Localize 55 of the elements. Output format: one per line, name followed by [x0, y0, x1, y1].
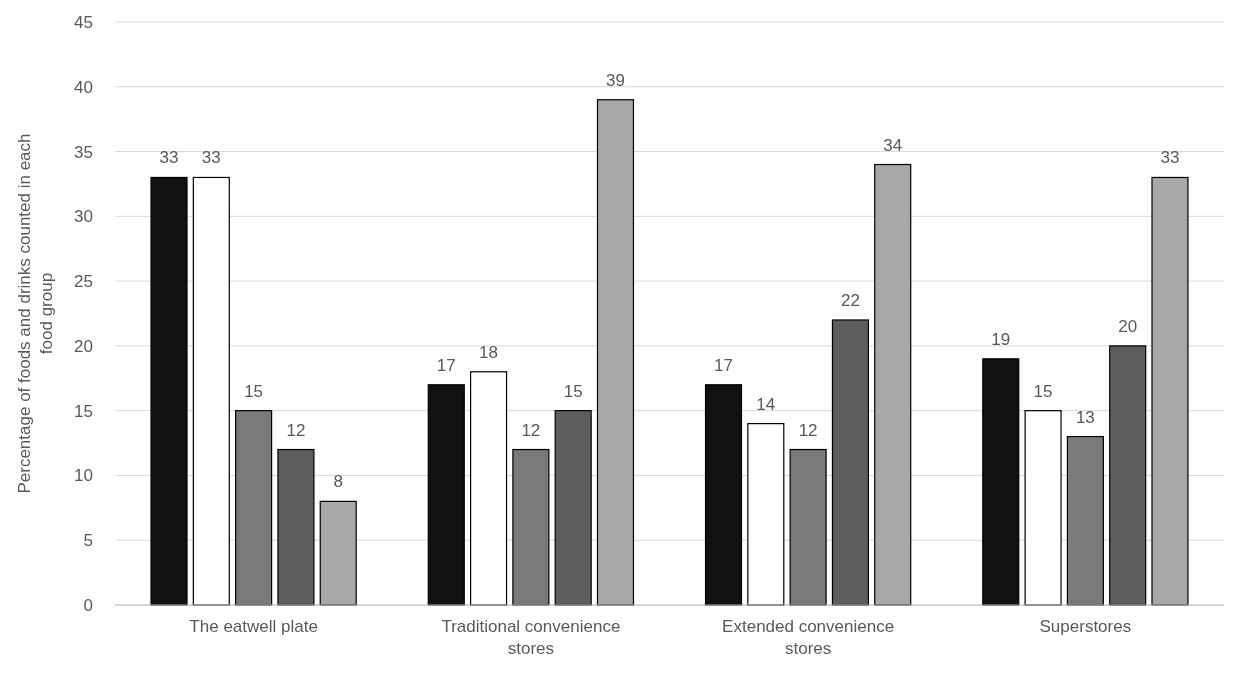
y-tick-label: 35	[74, 142, 93, 162]
x-tick-label: Traditional convenience stores	[441, 617, 621, 658]
y-tick-label: 25	[74, 272, 93, 292]
bar	[150, 176, 188, 606]
bar	[1109, 345, 1147, 606]
bar	[277, 448, 315, 606]
data-label: 17	[436, 355, 456, 375]
y-tick-label: 40	[74, 77, 93, 97]
bar	[427, 384, 465, 606]
y-tick-label: 30	[74, 207, 93, 227]
bar	[512, 448, 550, 606]
data-label: 22	[840, 290, 860, 310]
data-label: 8	[333, 472, 343, 492]
bar	[1066, 435, 1104, 606]
y-axis-title: Percentage of foods and drinks counted in each food group	[15, 133, 56, 494]
data-label: 12	[286, 420, 306, 440]
bar	[596, 99, 635, 606]
data-label: 39	[606, 70, 625, 90]
data-label: 14	[756, 394, 776, 414]
data-label: 15	[1033, 381, 1053, 401]
bar	[470, 371, 508, 606]
x-tick-label: Superstores	[1039, 617, 1132, 636]
data-label: 15	[244, 381, 264, 401]
data-label: 12	[521, 420, 541, 440]
data-label: 15	[563, 381, 583, 401]
data-label: 33	[159, 148, 179, 168]
data-label: 17	[714, 355, 733, 375]
bar	[704, 384, 743, 606]
y-tick-label: 45	[74, 12, 93, 32]
x-tick-label: The eatwell plate	[189, 617, 318, 636]
data-label: 19	[991, 329, 1011, 349]
data-label: 20	[1118, 316, 1138, 336]
bar	[789, 448, 827, 606]
bar	[319, 500, 357, 606]
data-label: 33	[201, 148, 221, 168]
data-label: 34	[883, 135, 903, 155]
bar	[831, 319, 870, 606]
y-tick-label: 5	[83, 531, 93, 551]
y-tick-label: 0	[83, 595, 93, 615]
data-label: 33	[1160, 148, 1180, 168]
data-label: 13	[1075, 407, 1095, 427]
y-tick-label: 15	[74, 401, 93, 421]
bar	[192, 176, 230, 606]
bar	[874, 163, 912, 606]
bar	[982, 358, 1020, 606]
bar	[1024, 410, 1062, 606]
bar	[1151, 176, 1189, 606]
bar	[235, 410, 273, 606]
y-tick-label: 10	[74, 466, 93, 486]
y-tick-label: 20	[74, 336, 93, 356]
data-label: 12	[798, 420, 818, 440]
bar	[747, 423, 785, 606]
bar	[554, 410, 592, 606]
x-tick-label: Extended convenience stores	[722, 617, 895, 658]
data-label: 18	[479, 342, 499, 362]
